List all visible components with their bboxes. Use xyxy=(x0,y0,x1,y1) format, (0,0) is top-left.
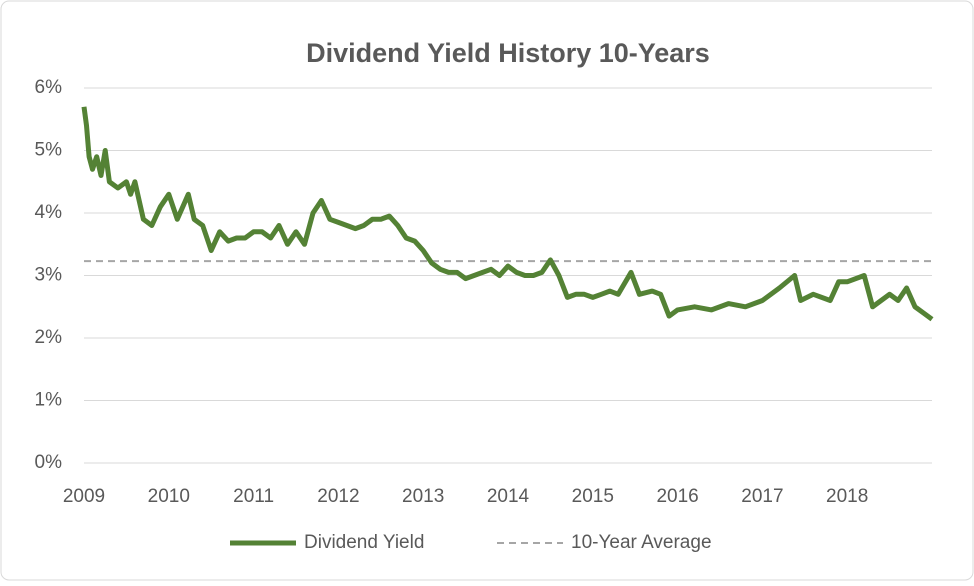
x-tick-label: 2009 xyxy=(63,486,105,507)
y-tick-label: 0% xyxy=(35,452,63,473)
x-tick-label: 2013 xyxy=(402,486,444,507)
x-tick-label: 2018 xyxy=(826,486,868,507)
x-tick-label: 2016 xyxy=(656,486,698,507)
y-tick-label: 6% xyxy=(35,77,63,98)
x-tick-label: 2017 xyxy=(741,486,783,507)
x-tick-label: 2014 xyxy=(487,486,530,507)
y-tick-label: 5% xyxy=(35,140,63,161)
x-tick-label: 2010 xyxy=(148,486,190,507)
data-line xyxy=(81,106,934,322)
legend-label: Dividend Yield xyxy=(304,532,424,553)
y-tick-label: 3% xyxy=(35,265,63,286)
y-tick-label: 4% xyxy=(35,202,63,223)
x-tick-label: 2011 xyxy=(233,486,274,507)
x-tick-label: 2015 xyxy=(572,486,614,507)
x-tick-label: 2012 xyxy=(317,486,359,507)
y-tick-label: 1% xyxy=(35,390,63,411)
chart-title: Dividend Yield History 10-Years xyxy=(306,38,710,68)
y-tick-label: 2% xyxy=(35,327,63,348)
legend-label: 10-Year Average xyxy=(571,532,712,553)
